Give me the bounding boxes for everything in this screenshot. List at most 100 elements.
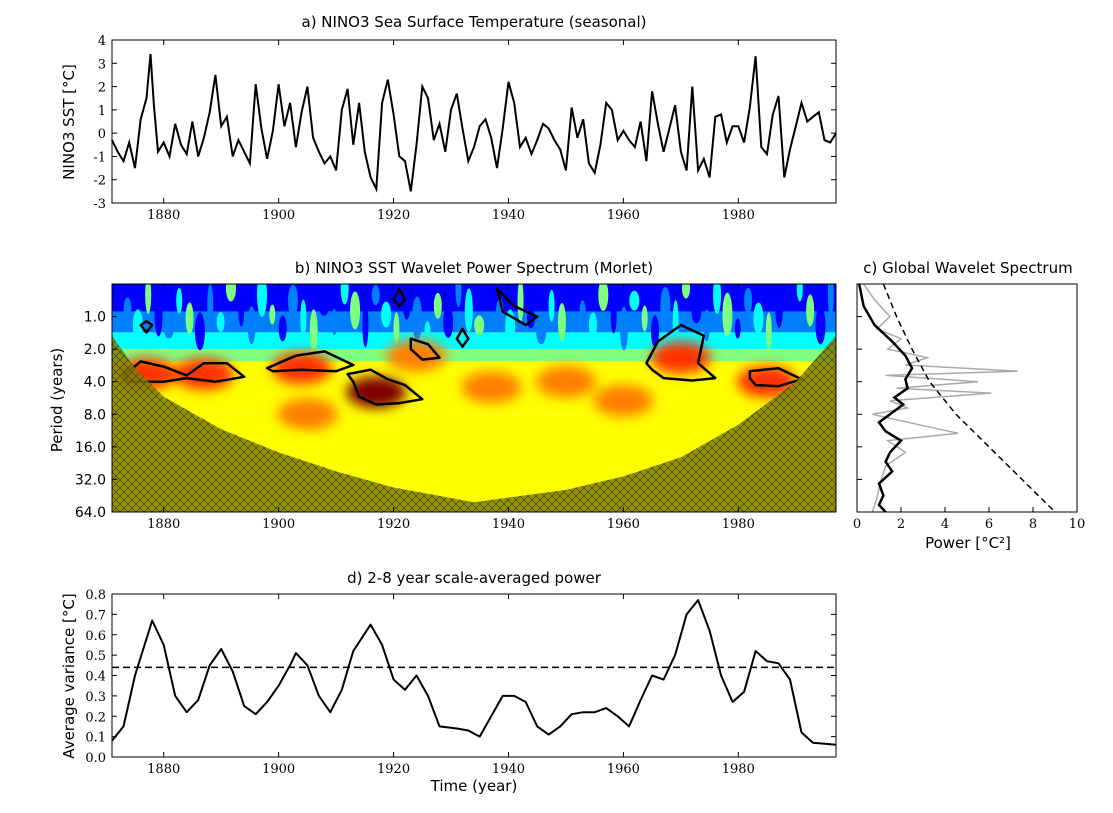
- texture-mark: [474, 315, 485, 336]
- sst-timeseries-panel: a) NINO3 Sea Surface Temperature (season…: [60, 13, 837, 223]
- x-tick-label: 1880: [147, 208, 180, 223]
- texture-mark: [579, 300, 586, 321]
- texture-mark: [154, 292, 163, 337]
- y-tick-label: 32.0: [75, 472, 106, 488]
- x-tick-label: 1900: [262, 208, 295, 223]
- x-tick-label: 6: [985, 517, 993, 532]
- x-tick-label: 1960: [607, 208, 640, 223]
- x-tick-label: 1980: [722, 208, 755, 223]
- texture-mark: [775, 284, 784, 328]
- scale-averaged-panel: d) 2-8 year scale-averaged power Time (y…: [60, 569, 837, 795]
- texture-mark: [722, 292, 733, 337]
- texture-mark: [216, 312, 225, 333]
- x-tick-label: 10: [1069, 517, 1086, 532]
- power-blob: [622, 436, 683, 469]
- x-tick-label: 1920: [377, 208, 410, 223]
- power-blob: [478, 441, 539, 474]
- texture-mark: [132, 309, 143, 342]
- texture-mark: [796, 284, 803, 302]
- texture-mark: [424, 321, 431, 342]
- significance-contour: [455, 327, 470, 348]
- texture-mark: [703, 309, 710, 342]
- y-tick-label: 0.1: [85, 731, 106, 746]
- short-period-texture: [114, 284, 834, 354]
- texture-mark: [443, 306, 454, 339]
- power-blob: [421, 408, 482, 441]
- x-tick-label: 1960: [607, 517, 640, 532]
- y-tick-label: 1: [98, 104, 106, 119]
- texture-mark: [238, 294, 245, 327]
- power-blob: [650, 341, 711, 374]
- y-tick-label: 1.0: [84, 310, 106, 326]
- texture-mark: [340, 284, 349, 305]
- x-tick-label: 2: [897, 517, 905, 532]
- texture-mark: [185, 302, 194, 335]
- texture-mark: [629, 290, 640, 311]
- y-tick-label: 2.0: [84, 342, 106, 358]
- y-tick-label: 0.6: [85, 629, 106, 644]
- x-tick-label: 1900: [262, 762, 295, 777]
- texture-mark: [371, 284, 380, 305]
- significance-contour: [139, 319, 154, 334]
- texture-mark: [350, 291, 361, 330]
- panel-d-frame: [111, 593, 837, 758]
- texture-mark: [806, 294, 815, 327]
- texture-mark: [393, 312, 400, 345]
- texture-mark: [123, 297, 132, 324]
- y-tick-label: 16.0: [75, 440, 106, 456]
- power-blob: [346, 376, 407, 409]
- y-tick-label: 4: [98, 34, 106, 49]
- texture-mark: [753, 302, 764, 335]
- texture-mark: [269, 304, 276, 325]
- texture-mark: [619, 306, 628, 351]
- significance-contour: [748, 366, 803, 388]
- texture-mark: [598, 284, 609, 311]
- cone-of-influence: [112, 335, 836, 512]
- x-tick-label: 1940: [492, 208, 525, 223]
- x-tick-label: 1940: [492, 517, 525, 532]
- texture-mark: [412, 296, 423, 341]
- x-tick-label: 1920: [377, 517, 410, 532]
- texture-mark: [247, 306, 256, 345]
- texture-mark: [557, 303, 566, 342]
- panel-b-title: b) NINO3 SST Wavelet Power Spectrum (Mor…: [295, 259, 653, 277]
- global-spectrum-line-1: [857, 283, 914, 513]
- texture-mark: [163, 318, 174, 339]
- y-tick-label: 2: [98, 81, 106, 96]
- panel-d-ylabel: Average variance [°C]: [60, 593, 78, 758]
- panel-c-title: c) Global Wavelet Spectrum: [863, 259, 1072, 277]
- y-tick-label: 0: [98, 127, 106, 142]
- significance-contour: [495, 287, 539, 327]
- texture-mark: [402, 284, 411, 320]
- texture-mark: [256, 284, 267, 317]
- global-spectrum-line-2: [882, 283, 1056, 513]
- texture-mark: [455, 284, 462, 308]
- texture-mark: [815, 306, 826, 345]
- x-tick-label: 1920: [377, 762, 410, 777]
- power-blob: [535, 365, 596, 398]
- texture-mark: [765, 312, 772, 351]
- texture-mark: [588, 312, 597, 339]
- texture-mark: [194, 312, 205, 351]
- texture-mark: [567, 284, 578, 311]
- y-tick-label: 3: [98, 57, 106, 72]
- texture-mark: [207, 284, 214, 328]
- texture-mark: [486, 284, 493, 308]
- y-tick-label: -2: [93, 174, 106, 189]
- power-blob: [271, 352, 332, 385]
- panel-a-frame: [111, 39, 837, 204]
- x-tick-label: 1980: [722, 517, 755, 532]
- texture-mark: [660, 286, 671, 325]
- significance-contour: [392, 287, 407, 308]
- texture-mark: [433, 292, 442, 319]
- texture-mark: [784, 312, 795, 333]
- x-tick-label: 1980: [722, 762, 755, 777]
- texture-mark: [691, 297, 702, 324]
- texture-mark: [641, 305, 648, 332]
- texture-mark: [682, 284, 691, 299]
- texture-mark: [610, 295, 617, 334]
- x-tick-label: 1960: [607, 762, 640, 777]
- texture-mark: [288, 284, 298, 317]
- texture-mark: [651, 315, 659, 348]
